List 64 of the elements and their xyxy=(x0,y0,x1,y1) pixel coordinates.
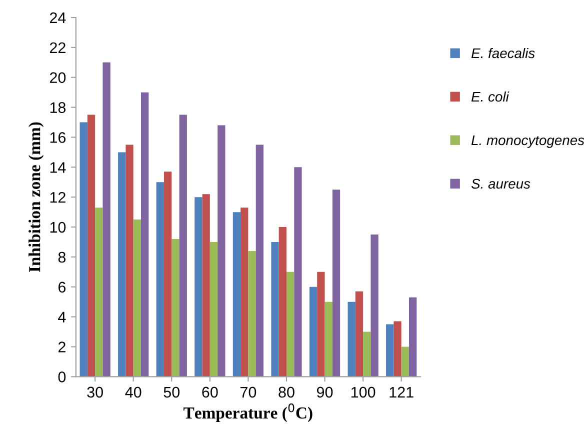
y-tick-label: 12 xyxy=(50,192,66,203)
bar xyxy=(202,194,210,377)
bar xyxy=(386,324,394,377)
bar xyxy=(156,182,164,377)
bar xyxy=(363,332,371,377)
bar xyxy=(271,242,279,377)
y-tick-label: 6 xyxy=(58,282,66,293)
bar xyxy=(194,197,202,377)
x-tick-label: 100 xyxy=(351,386,376,398)
legend-label: E. faecalis xyxy=(471,48,535,58)
y-tick-label: 10 xyxy=(50,222,66,233)
bar xyxy=(348,302,356,377)
y-tick-label: 2 xyxy=(58,342,66,352)
y-axis-title: Inhibition zone (mm) xyxy=(28,122,44,272)
bar xyxy=(248,250,256,377)
y-tick-label: 20 xyxy=(50,72,66,84)
x-tick-label: 70 xyxy=(240,386,256,398)
bar xyxy=(164,172,172,377)
x-axis-title: Temperature ($^{0}$C) xyxy=(184,403,312,422)
x-tick-label: 80 xyxy=(278,386,294,398)
bar xyxy=(172,239,180,377)
bar xyxy=(102,62,110,377)
bar xyxy=(87,114,96,377)
bar xyxy=(401,346,409,377)
bar xyxy=(355,291,364,377)
bar xyxy=(95,208,103,377)
bar xyxy=(141,92,149,377)
bar xyxy=(324,302,332,377)
bar xyxy=(332,190,340,377)
legend-label: L. monocytogenes xyxy=(471,135,584,148)
y-tick-label: 8 xyxy=(58,252,66,263)
bar xyxy=(210,242,218,377)
legend-label: S. aureus xyxy=(471,178,530,189)
x-tick-label: 30 xyxy=(87,386,103,398)
bar xyxy=(179,114,187,377)
y-tick-label: 14 xyxy=(50,162,66,173)
x-tick-label: 60 xyxy=(202,386,218,398)
y-tick-label: 18 xyxy=(50,102,66,113)
bar xyxy=(256,144,264,377)
bar xyxy=(126,144,134,377)
y-tick-label: 0 xyxy=(58,372,66,382)
bar xyxy=(240,208,248,377)
bar xyxy=(286,272,294,377)
x-tick-label: 40 xyxy=(125,386,142,398)
y-tick-label: 4 xyxy=(58,312,66,322)
y-tick-label: 24 xyxy=(50,12,66,24)
bar xyxy=(294,167,302,377)
x-tick-label: 50 xyxy=(164,386,180,398)
bar xyxy=(278,227,286,377)
y-tick-label: 16 xyxy=(50,132,66,143)
x-tick-label: 90 xyxy=(316,386,333,398)
bar xyxy=(232,212,241,377)
bar xyxy=(408,297,417,377)
bar xyxy=(118,152,126,377)
bar xyxy=(218,125,226,377)
x-tick-label: 121 xyxy=(390,386,414,398)
bar xyxy=(370,234,378,377)
y-tick-label: 22 xyxy=(50,42,66,53)
bar xyxy=(133,220,142,377)
legend-label: E. coli xyxy=(471,91,510,102)
bar xyxy=(394,321,402,377)
bar xyxy=(317,272,325,377)
bar xyxy=(309,286,318,377)
bar xyxy=(80,122,88,377)
